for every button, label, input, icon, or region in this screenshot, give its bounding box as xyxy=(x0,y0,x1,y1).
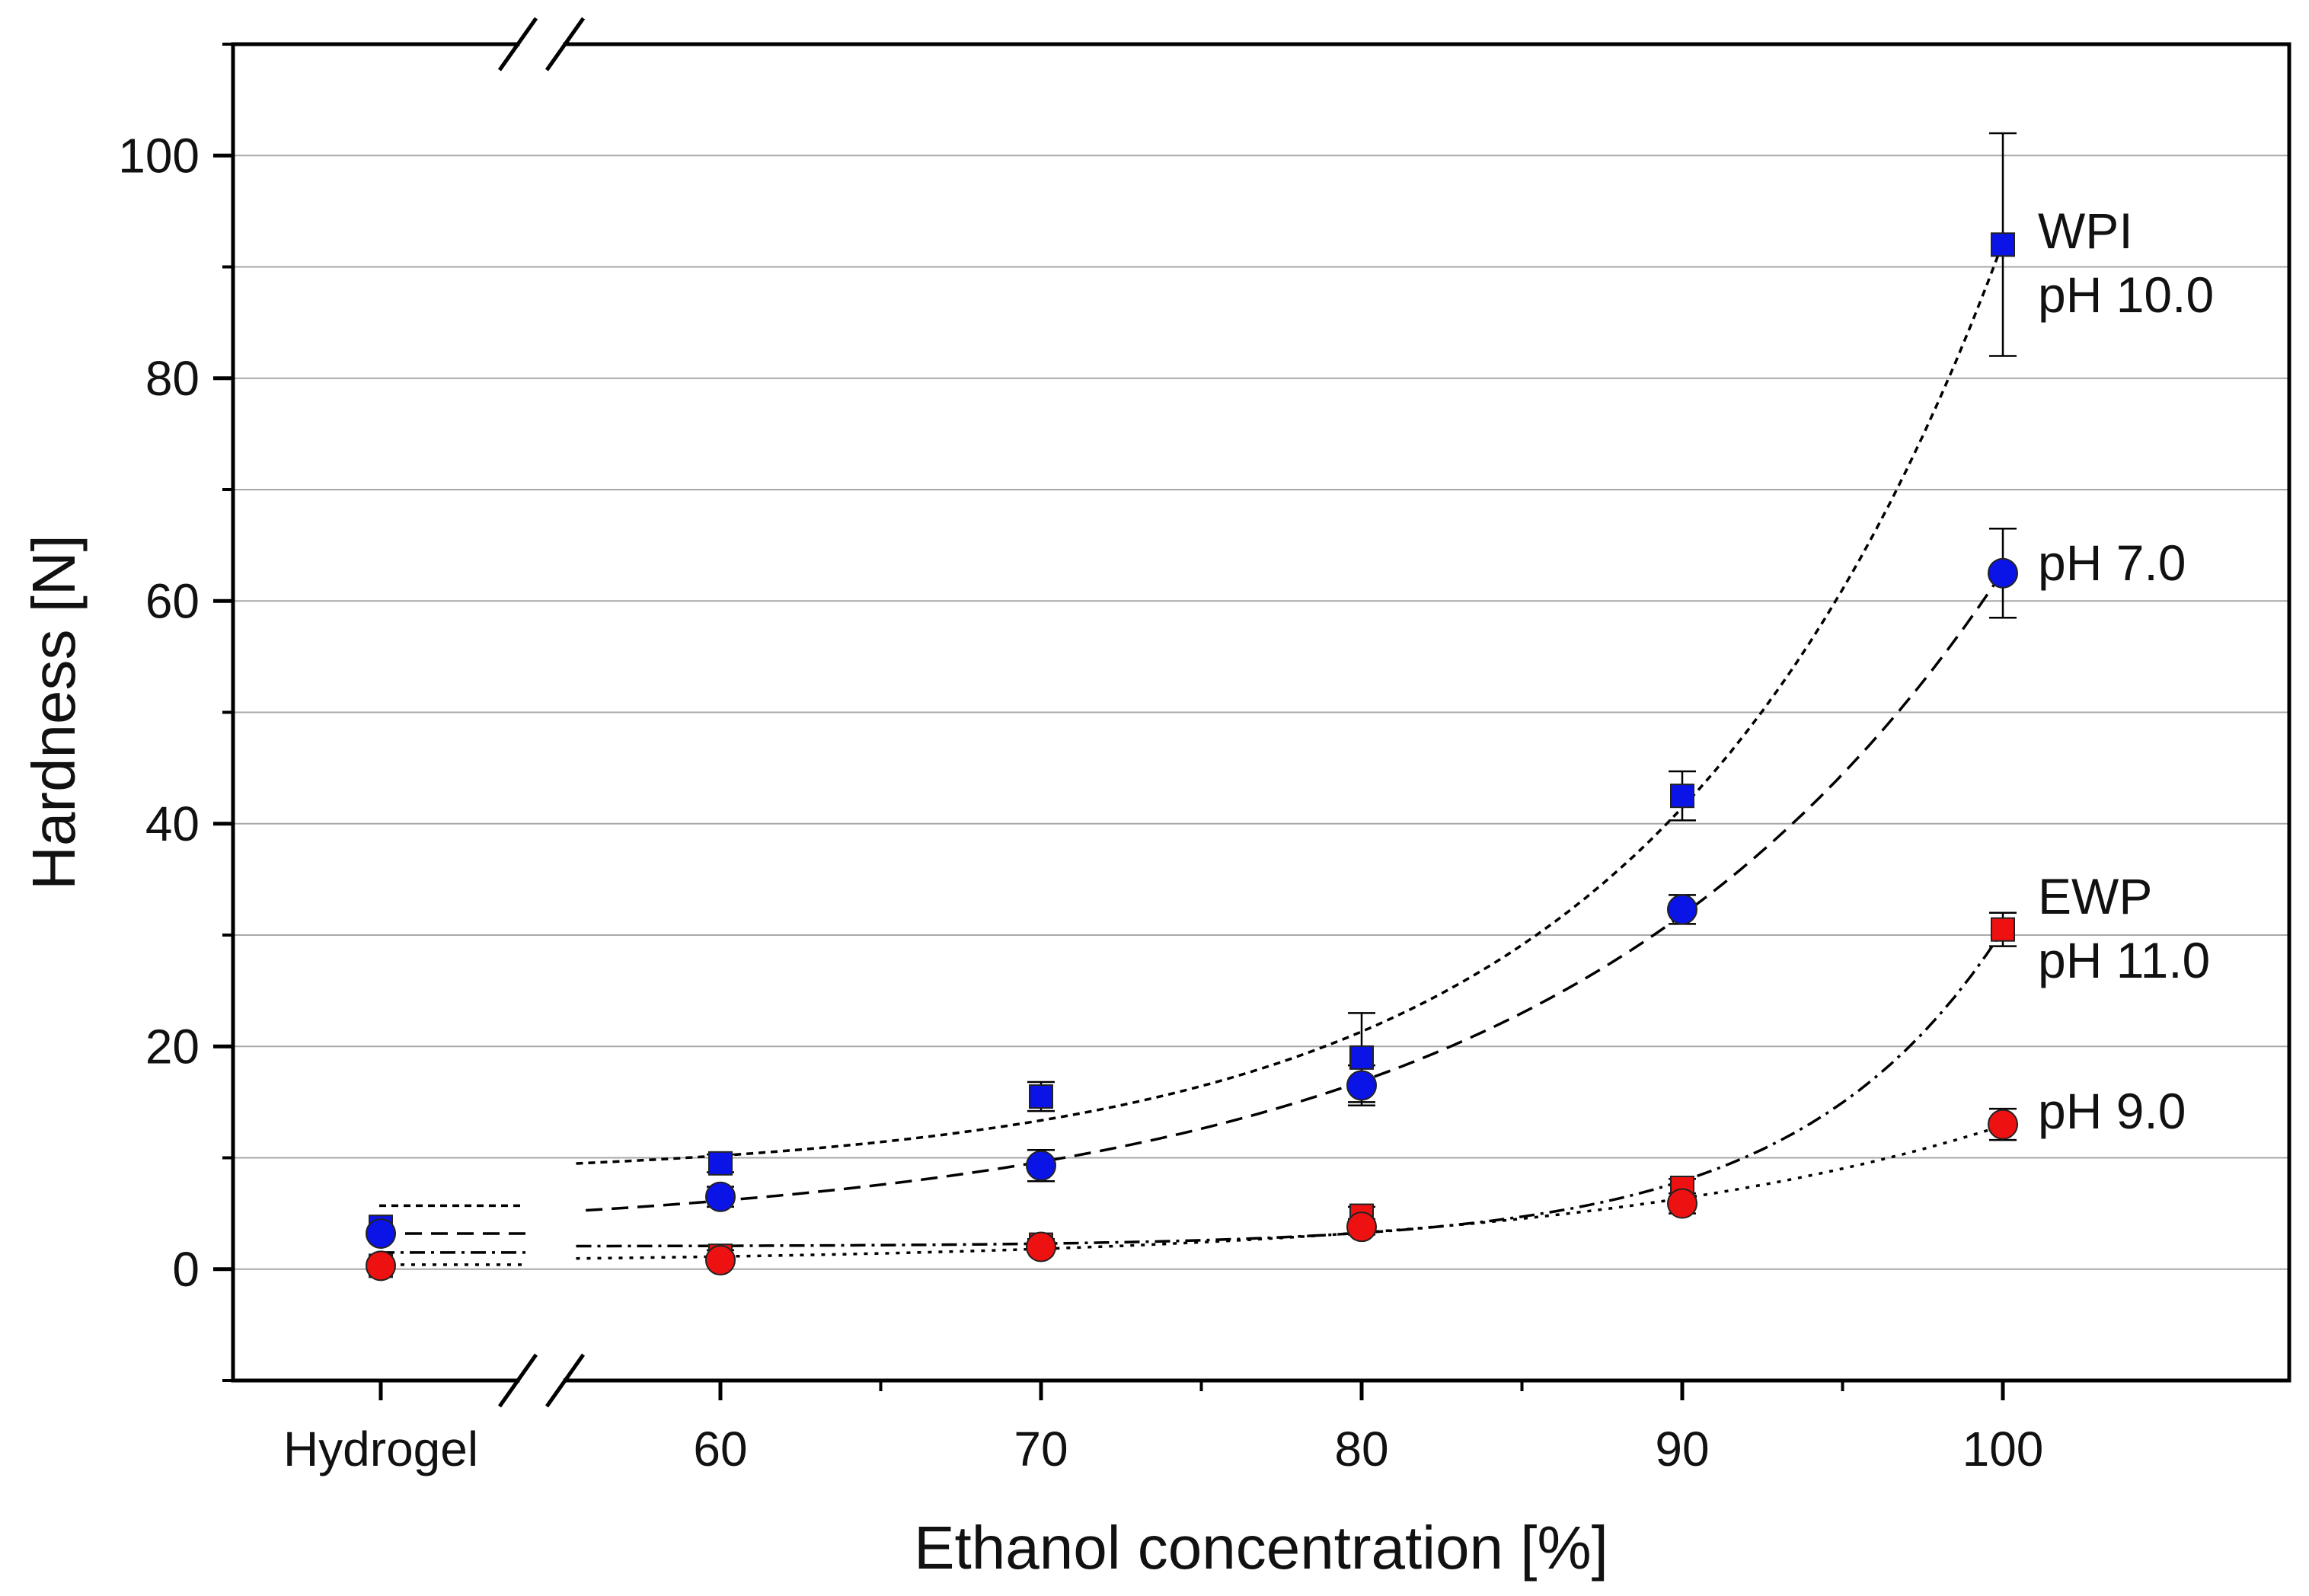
series-annotation: pH 10.0 xyxy=(2038,267,2214,323)
fit-curve xyxy=(576,242,2004,1165)
data-point-circle xyxy=(1346,1070,1377,1101)
data-point-circle xyxy=(1988,1109,2018,1140)
fit-curve xyxy=(586,580,1998,1212)
data-point-square xyxy=(1991,232,2015,257)
data-point-circle xyxy=(1026,1150,1056,1181)
y-tick-label: 60 xyxy=(145,573,200,628)
data-point-square xyxy=(1670,784,1694,809)
data-point-circle xyxy=(1026,1231,1056,1262)
axis-break-mark xyxy=(497,17,538,72)
data-point-square xyxy=(1349,1045,1374,1070)
series-annotation: WPI xyxy=(2038,203,2133,259)
labels: 0 20 40 60 80 100 Hydrogel 60 70 80 90 100 Ethanol c… xyxy=(20,128,2214,1582)
y-tick-label: 100 xyxy=(118,128,200,183)
data-point-circle xyxy=(705,1181,736,1212)
fit-curves xyxy=(379,242,2004,1266)
x-tick-label: Hydrogel xyxy=(283,1422,478,1476)
axis-break-mark xyxy=(545,17,586,72)
data-point-circle xyxy=(1667,1188,1697,1219)
x-tick-label: 100 xyxy=(1962,1422,2044,1476)
gridlines xyxy=(233,155,2289,1270)
x-tick-label: 60 xyxy=(693,1422,747,1476)
data-point-circle xyxy=(1667,894,1697,925)
fit-curve xyxy=(576,929,2004,1248)
y-tick-label: 0 xyxy=(172,1242,200,1297)
data-point-square xyxy=(708,1151,733,1176)
series-annotation: pH 7.0 xyxy=(2038,535,2186,591)
y-tick-label: 20 xyxy=(145,1019,200,1074)
data-point-square xyxy=(1029,1084,1053,1109)
fit-curve xyxy=(576,1124,2004,1260)
series-annotation: pH 11.0 xyxy=(2038,932,2210,988)
axes xyxy=(213,17,2291,1408)
data-point-circle xyxy=(366,1218,396,1249)
y-tick-label: 80 xyxy=(145,351,200,406)
x-axis-title: Ethanol concentration [%] xyxy=(914,1514,1608,1582)
data-point-circle xyxy=(1988,557,2018,589)
x-tick-label: 90 xyxy=(1655,1422,1709,1476)
y-tick-label: 40 xyxy=(145,796,200,851)
series-annotation: EWP xyxy=(2038,868,2152,924)
axis-break-mark xyxy=(497,1353,538,1408)
data-point-circle xyxy=(366,1250,396,1282)
data-point-circle xyxy=(1346,1211,1377,1243)
data-point-circle xyxy=(705,1245,736,1276)
x-tick-label: 80 xyxy=(1334,1422,1388,1476)
data-markers xyxy=(366,232,2018,1282)
data-point-square xyxy=(1991,917,2015,942)
y-axis-title: Hardness [N] xyxy=(20,535,88,890)
series-annotation: pH 9.0 xyxy=(2038,1083,2186,1139)
x-tick-label: 70 xyxy=(1014,1422,1068,1476)
axis-break-mark xyxy=(545,1353,586,1408)
